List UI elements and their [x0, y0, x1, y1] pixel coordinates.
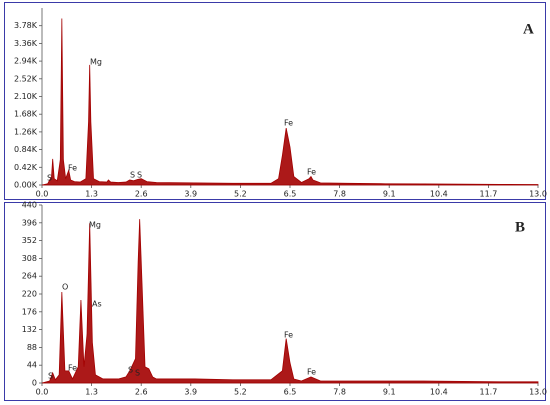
y-tick-label: 440: [22, 201, 37, 210]
y-tick-label: 264: [22, 272, 37, 281]
y-tick-label: 1.26K: [14, 127, 38, 136]
y-tick-label: 396: [22, 218, 37, 227]
y-tick-label: 0: [32, 379, 37, 388]
y-tick-label: 0.42K: [14, 163, 38, 172]
peak-label: Fe: [307, 368, 316, 377]
y-tick-label: 3.36K: [14, 39, 38, 48]
peak-label: S: [135, 369, 140, 378]
x-tick-label: 13.0: [529, 190, 547, 199]
x-tick-label: 6.5: [284, 388, 297, 397]
x-tick-label: 1.3: [85, 190, 98, 199]
peak-label: Fe: [68, 164, 77, 173]
peak-label: As: [92, 300, 102, 309]
x-tick-label: 3.9: [184, 190, 197, 199]
y-tick-label: 2.10K: [14, 92, 38, 101]
x-tick-label: 5.2: [234, 190, 247, 199]
peak-label: O: [62, 283, 68, 292]
peak-label: S: [48, 372, 53, 381]
peak-label: Mg: [90, 58, 102, 67]
peak-label: S: [137, 171, 142, 180]
x-tick-label: 7.8: [333, 190, 346, 199]
x-tick-label: 10.4: [430, 190, 448, 199]
peak-label: Fe: [284, 119, 293, 128]
y-tick-label: 132: [22, 325, 37, 334]
y-tick-label: 220: [22, 290, 37, 299]
y-tick-label: 0.84K: [14, 145, 38, 154]
y-tick-label: 2.52K: [14, 74, 38, 83]
peak-label: Fe: [307, 168, 316, 177]
panel-label: B: [515, 219, 525, 235]
y-tick-label: 308: [22, 254, 37, 263]
x-tick-label: 1.3: [85, 388, 98, 397]
x-tick-label: 5.2: [234, 388, 247, 397]
y-tick-label: 1.68K: [14, 110, 38, 119]
y-tick-label: 176: [22, 307, 37, 316]
x-tick-label: 2.6: [135, 388, 148, 397]
panel-frame: [4, 202, 546, 401]
peak-label: S: [128, 366, 133, 375]
x-tick-label: 0.0: [36, 388, 49, 397]
x-tick-label: 7.8: [333, 388, 346, 397]
y-tick-label: 88: [27, 343, 37, 352]
y-tick-label: 352: [22, 236, 37, 245]
peak-label: Mg: [89, 221, 101, 230]
peak-label: Fe: [284, 331, 293, 340]
x-tick-label: 13.0: [529, 388, 547, 397]
y-tick-label: 3.78K: [14, 21, 38, 30]
x-tick-label: 2.6: [135, 190, 148, 199]
y-tick-label: 2.94K: [14, 57, 38, 66]
x-tick-label: 11.7: [479, 388, 497, 397]
x-tick-label: 0.0: [36, 190, 49, 199]
x-tick-label: 3.9: [184, 388, 197, 397]
x-tick-label: 10.4: [430, 388, 448, 397]
y-tick-label: 0.00K: [14, 181, 38, 190]
x-tick-label: 9.1: [383, 388, 396, 397]
x-tick-label: 11.7: [479, 190, 497, 199]
spectrum-area: [41, 219, 539, 384]
spectrum-area: [41, 18, 539, 186]
peak-label: S: [47, 174, 52, 183]
x-tick-label: 6.5: [284, 190, 297, 199]
y-tick-label: 44: [27, 361, 37, 370]
peak-label: Fe: [68, 364, 77, 373]
x-tick-label: 9.1: [383, 190, 396, 199]
panel-label: A: [523, 21, 534, 37]
panel-frame: [4, 2, 546, 200]
peak-label: S: [130, 171, 135, 180]
